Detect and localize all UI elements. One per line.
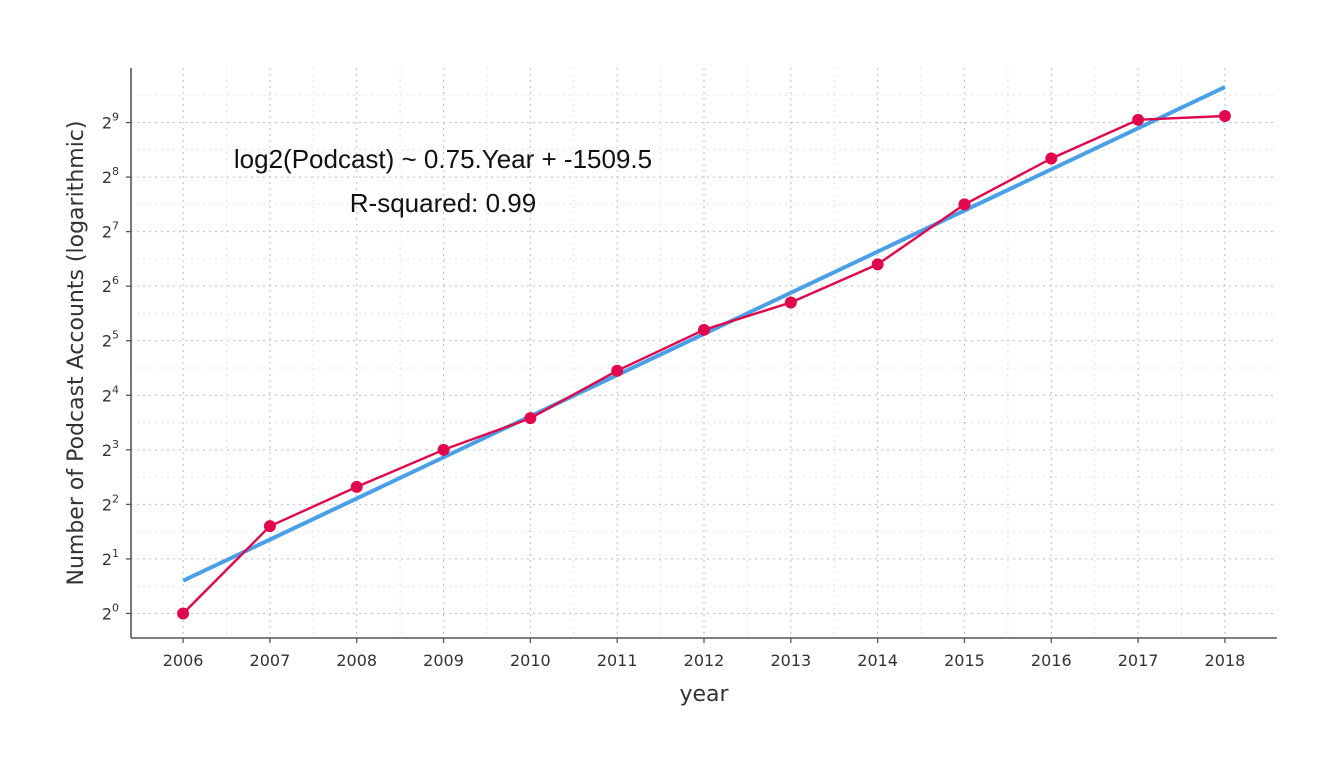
observed-series (177, 110, 1231, 620)
data-point (611, 364, 624, 377)
data-point (1132, 113, 1145, 126)
series-line (182, 114, 1225, 615)
data-point (524, 412, 537, 425)
data-point (437, 443, 450, 456)
r-squared-annotation: R-squared: 0.99 (350, 188, 536, 218)
x-tick-label: 2013 (770, 651, 811, 670)
x-tick-label: 2008 (336, 651, 377, 670)
y-axis-title: Number of Podcast Accounts (logarithmic) (64, 121, 89, 586)
x-axis-title: year (679, 682, 729, 707)
x-tick-label: 2017 (1118, 651, 1159, 670)
x-tick-label: 2010 (510, 651, 551, 670)
y-tick-label: 23 (102, 438, 119, 460)
data-point (263, 520, 276, 533)
x-tick-label: 2015 (944, 651, 985, 670)
x-tick-label: 2011 (597, 651, 638, 670)
data-point (871, 258, 884, 271)
x-tick-label: 2009 (423, 651, 464, 670)
x-axis-ticks: 2006 2007 2008 2009 2010 2011 2012 2013 2014 2015… (163, 638, 1246, 670)
y-axis-ticks: 20 21 22 23 24 25 26 27 28 29 (102, 111, 131, 623)
x-tick-label: 2014 (857, 651, 898, 670)
y-tick-label: 21 (102, 547, 119, 569)
data-point (784, 296, 797, 309)
data-point (177, 607, 190, 620)
x-tick-label: 2018 (1205, 651, 1246, 670)
y-tick-label: 29 (102, 111, 119, 133)
x-tick-label: 2012 (684, 651, 725, 670)
data-point (958, 198, 971, 211)
y-tick-label: 26 (102, 274, 119, 296)
x-tick-label: 2006 (163, 651, 204, 670)
y-tick-label: 27 (102, 220, 119, 242)
x-tick-label: 2007 (250, 651, 291, 670)
data-point (698, 323, 710, 336)
data-point (350, 480, 363, 493)
y-tick-label: 28 (102, 165, 119, 187)
data-point (1045, 152, 1058, 165)
equation-annotation: log2(Podcast) ~ 0.75.Year + -1509.5 (234, 144, 652, 174)
y-tick-label: 20 (102, 601, 119, 623)
y-tick-label: 25 (102, 329, 119, 351)
y-tick-label: 22 (102, 492, 119, 514)
x-tick-label: 2016 (1031, 651, 1072, 670)
y-tick-label: 24 (102, 383, 119, 405)
grid (131, 68, 1277, 638)
data-point (1218, 110, 1231, 122)
